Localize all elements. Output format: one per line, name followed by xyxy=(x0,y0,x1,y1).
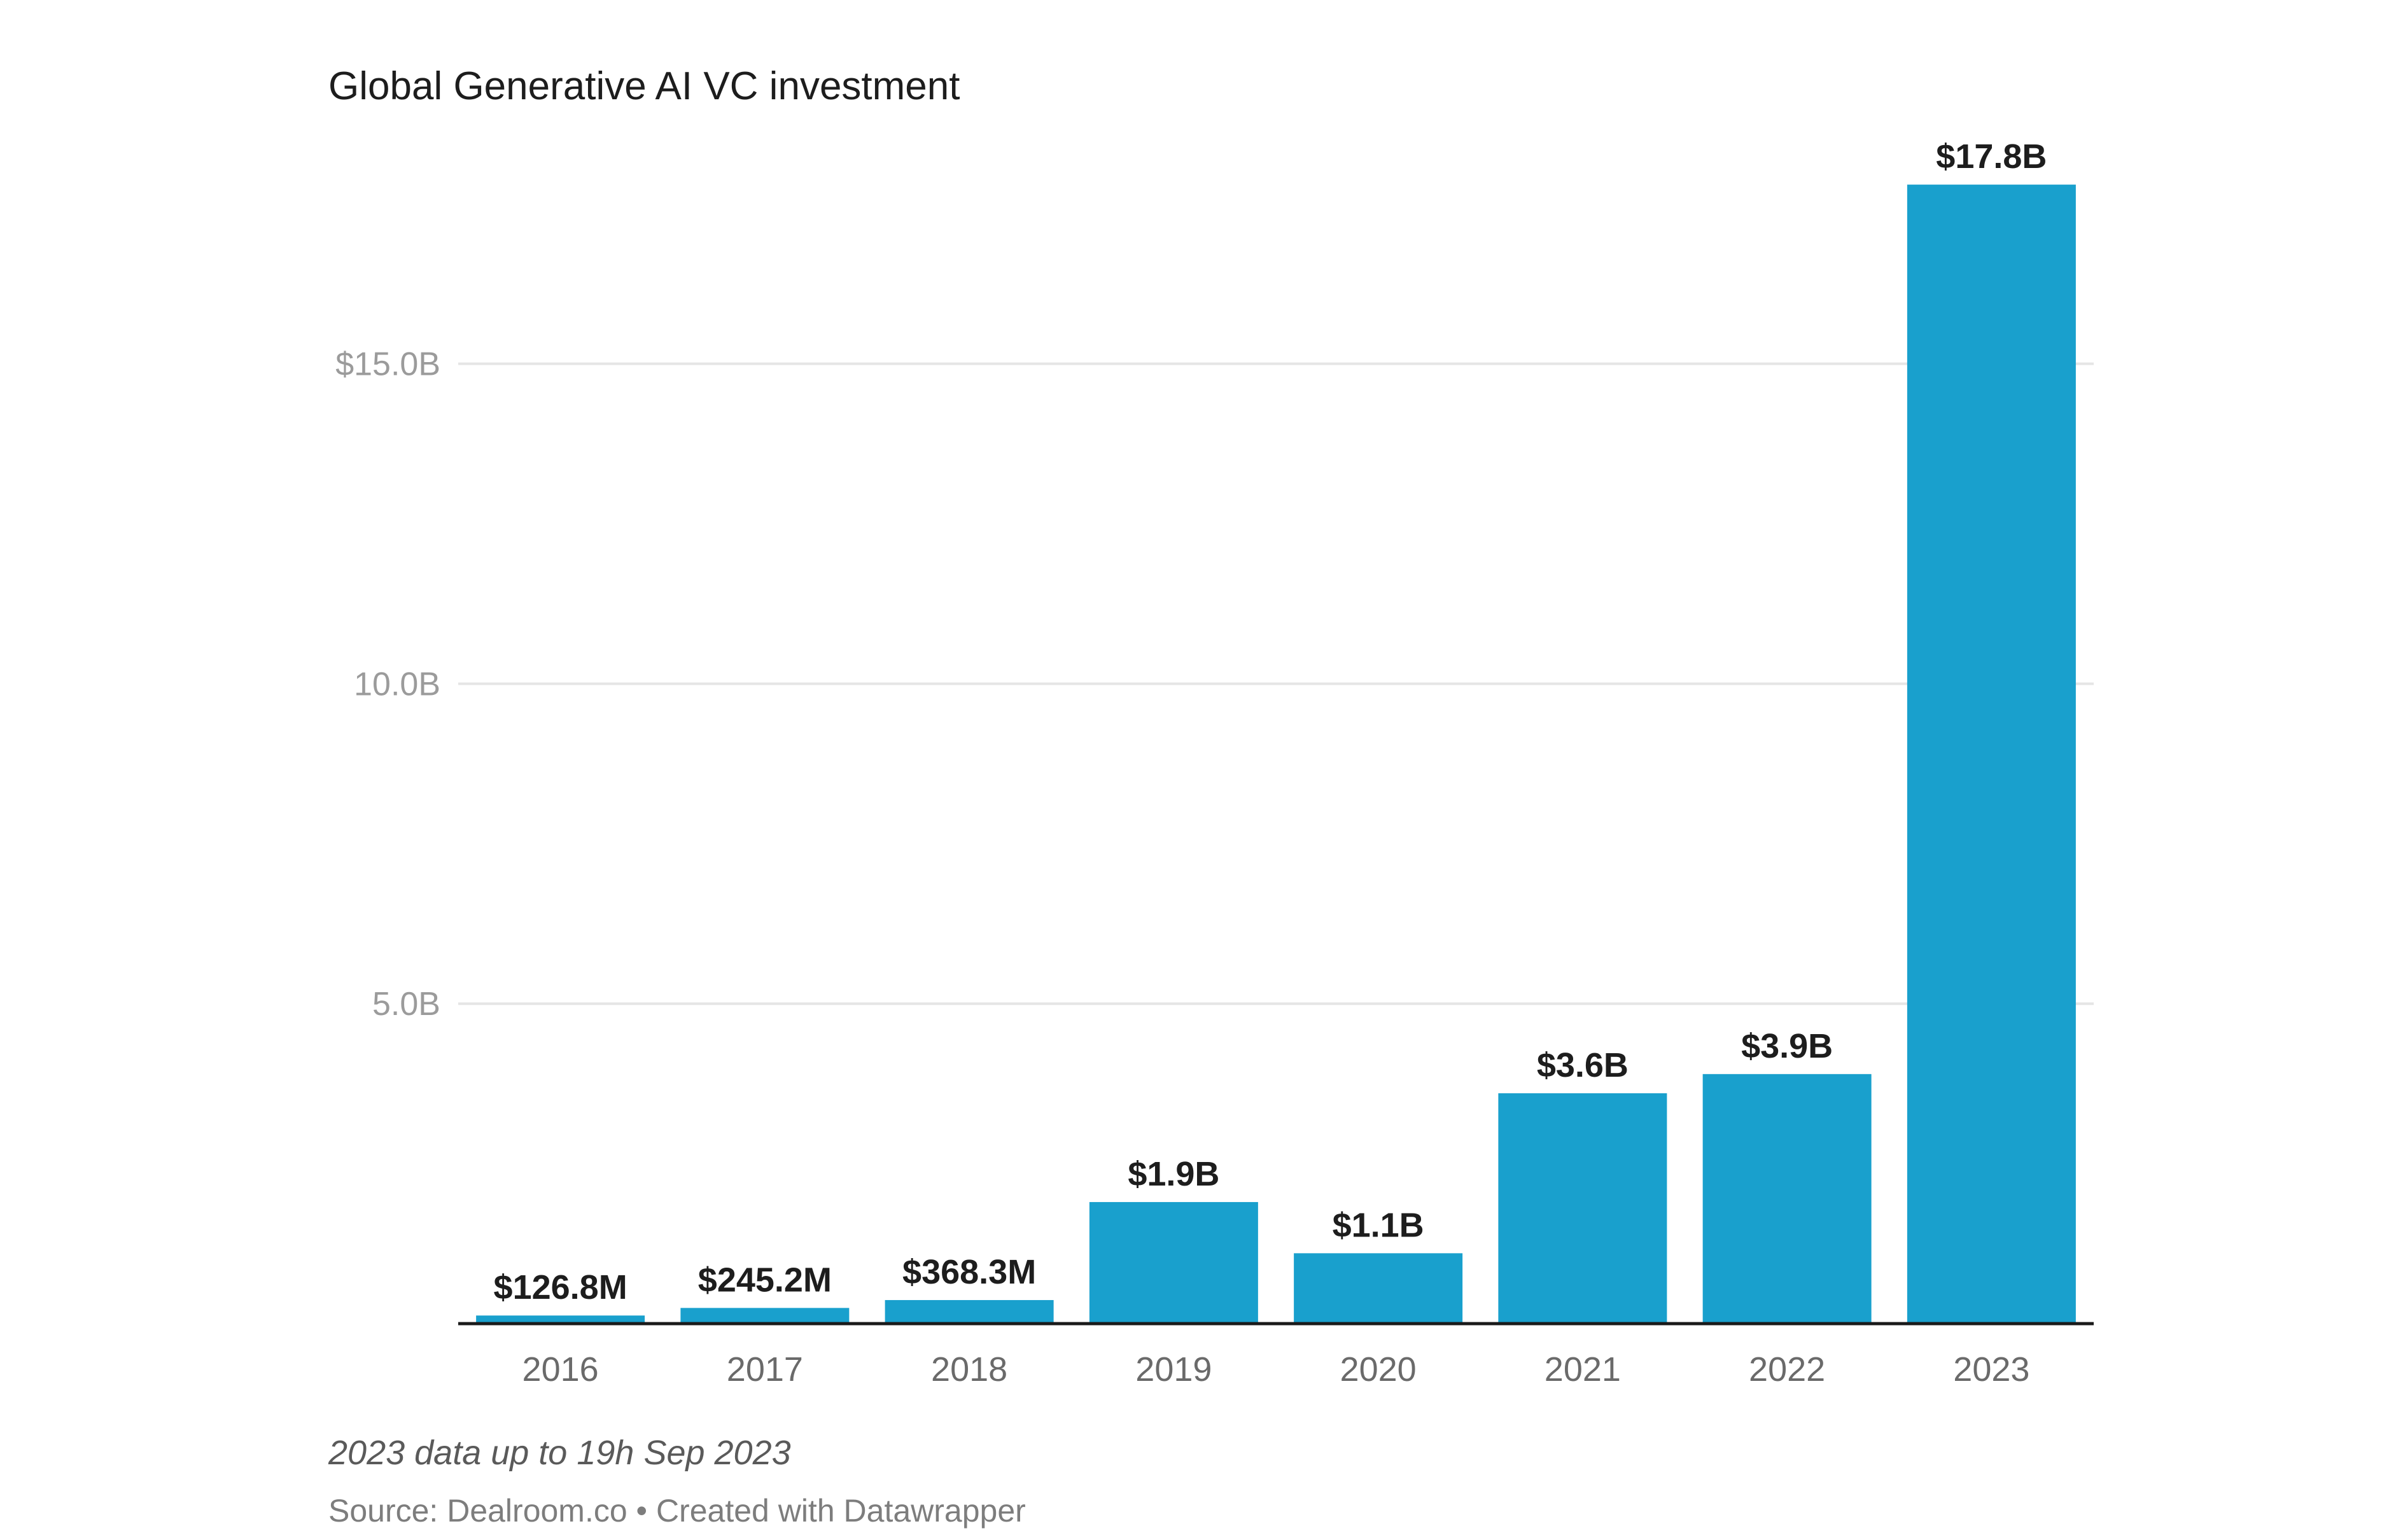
y-axis-ticks: 5.0B 10.0B $15.0B xyxy=(335,346,440,1023)
bar-2020 xyxy=(1294,1253,1463,1324)
x-tick-label-2021: 2021 xyxy=(1545,1350,1621,1389)
chart-source: Source: Dealroom.co • Created with Dataw… xyxy=(328,1493,1026,1529)
value-label-2023: $17.8B xyxy=(1936,137,2047,176)
gridlines xyxy=(458,362,2094,1005)
x-tick-label-2023: 2023 xyxy=(1953,1350,2029,1389)
value-labels: $126.8M $245.2M $368.3M $1.9B $1.1B $3.6B $3.9… xyxy=(494,137,2047,1306)
x-tick-label-2017: 2017 xyxy=(727,1350,803,1389)
bar-2018 xyxy=(885,1299,1054,1324)
y-tick-label: 10.0B xyxy=(354,666,440,703)
value-label-2017: $245.2M xyxy=(698,1261,832,1299)
bars xyxy=(476,185,2076,1324)
chart-title: Global Generative AI VC investment xyxy=(328,64,960,108)
chart-note: 2023 data up to 19h Sep 2023 xyxy=(328,1434,791,1472)
value-label-2018: $368.3M xyxy=(902,1253,1036,1291)
x-tick-label-2018: 2018 xyxy=(931,1350,1007,1389)
x-tick-label-2016: 2016 xyxy=(522,1350,599,1389)
x-tick-label-2022: 2022 xyxy=(1749,1350,1825,1389)
bar-2023 xyxy=(1907,185,2076,1324)
value-label-2020: $1.1B xyxy=(1333,1206,1424,1244)
bar-2022 xyxy=(1702,1074,1872,1324)
bar-2016 xyxy=(476,1315,645,1324)
value-label-2019: $1.9B xyxy=(1128,1155,1219,1193)
x-tick-label-2020: 2020 xyxy=(1340,1350,1417,1389)
y-tick-label: 5.0B xyxy=(372,986,440,1023)
y-tick-label: $15.0B xyxy=(335,346,440,383)
value-label-2022: $3.9B xyxy=(1741,1027,1833,1065)
value-label-2016: $126.8M xyxy=(494,1268,627,1306)
x-tick-label-2019: 2019 xyxy=(1135,1350,1212,1389)
x-axis-ticks: 2016 2017 2018 2019 2020 2021 2022 2023 xyxy=(522,1350,2030,1389)
value-label-2021: $3.6B xyxy=(1537,1046,1629,1084)
bar-2021 xyxy=(1498,1093,1667,1324)
bar-2017 xyxy=(680,1308,850,1324)
bar-2019 xyxy=(1089,1201,1258,1324)
